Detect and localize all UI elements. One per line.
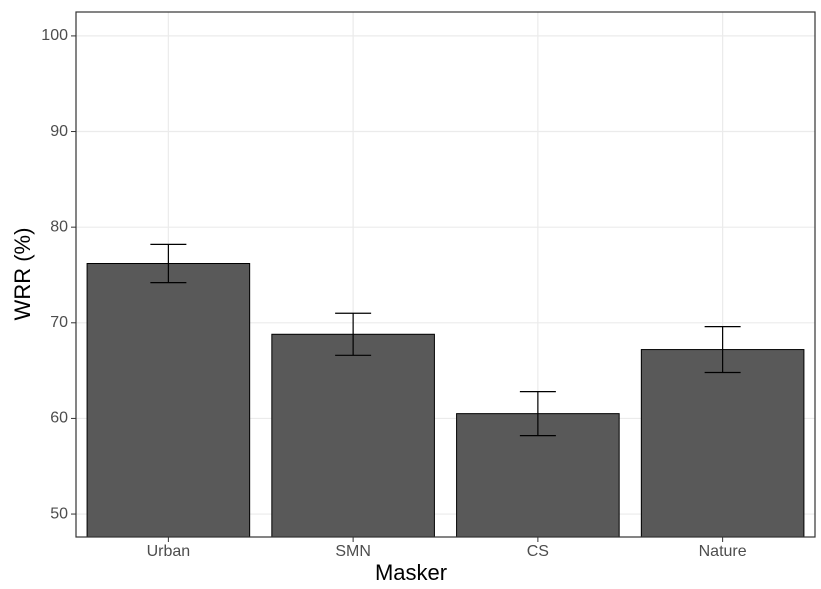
panel-border	[75, 11, 816, 538]
x-tick-label: Nature	[699, 543, 747, 560]
bar	[86, 263, 251, 538]
x-tick-label: SMN	[335, 543, 371, 560]
bar	[640, 349, 805, 538]
y-tick-label: 70	[50, 314, 68, 331]
bar	[271, 333, 435, 538]
x-axis-title: Masker	[375, 560, 447, 584]
x-tick-label: CS	[527, 543, 549, 560]
y-tick-label: 90	[50, 123, 68, 140]
error-bar	[150, 243, 187, 284]
error-bar	[335, 312, 372, 356]
y-tick-label: 60	[50, 410, 68, 427]
y-axis-title: WRR (%)	[10, 228, 35, 321]
error-bar	[519, 391, 556, 437]
x-tick-label: Urban	[147, 543, 191, 560]
y-tick-label: 80	[50, 218, 68, 235]
y-tick-label: 100	[41, 27, 68, 44]
error-bar	[704, 326, 741, 374]
y-tick-label: 50	[50, 505, 68, 522]
